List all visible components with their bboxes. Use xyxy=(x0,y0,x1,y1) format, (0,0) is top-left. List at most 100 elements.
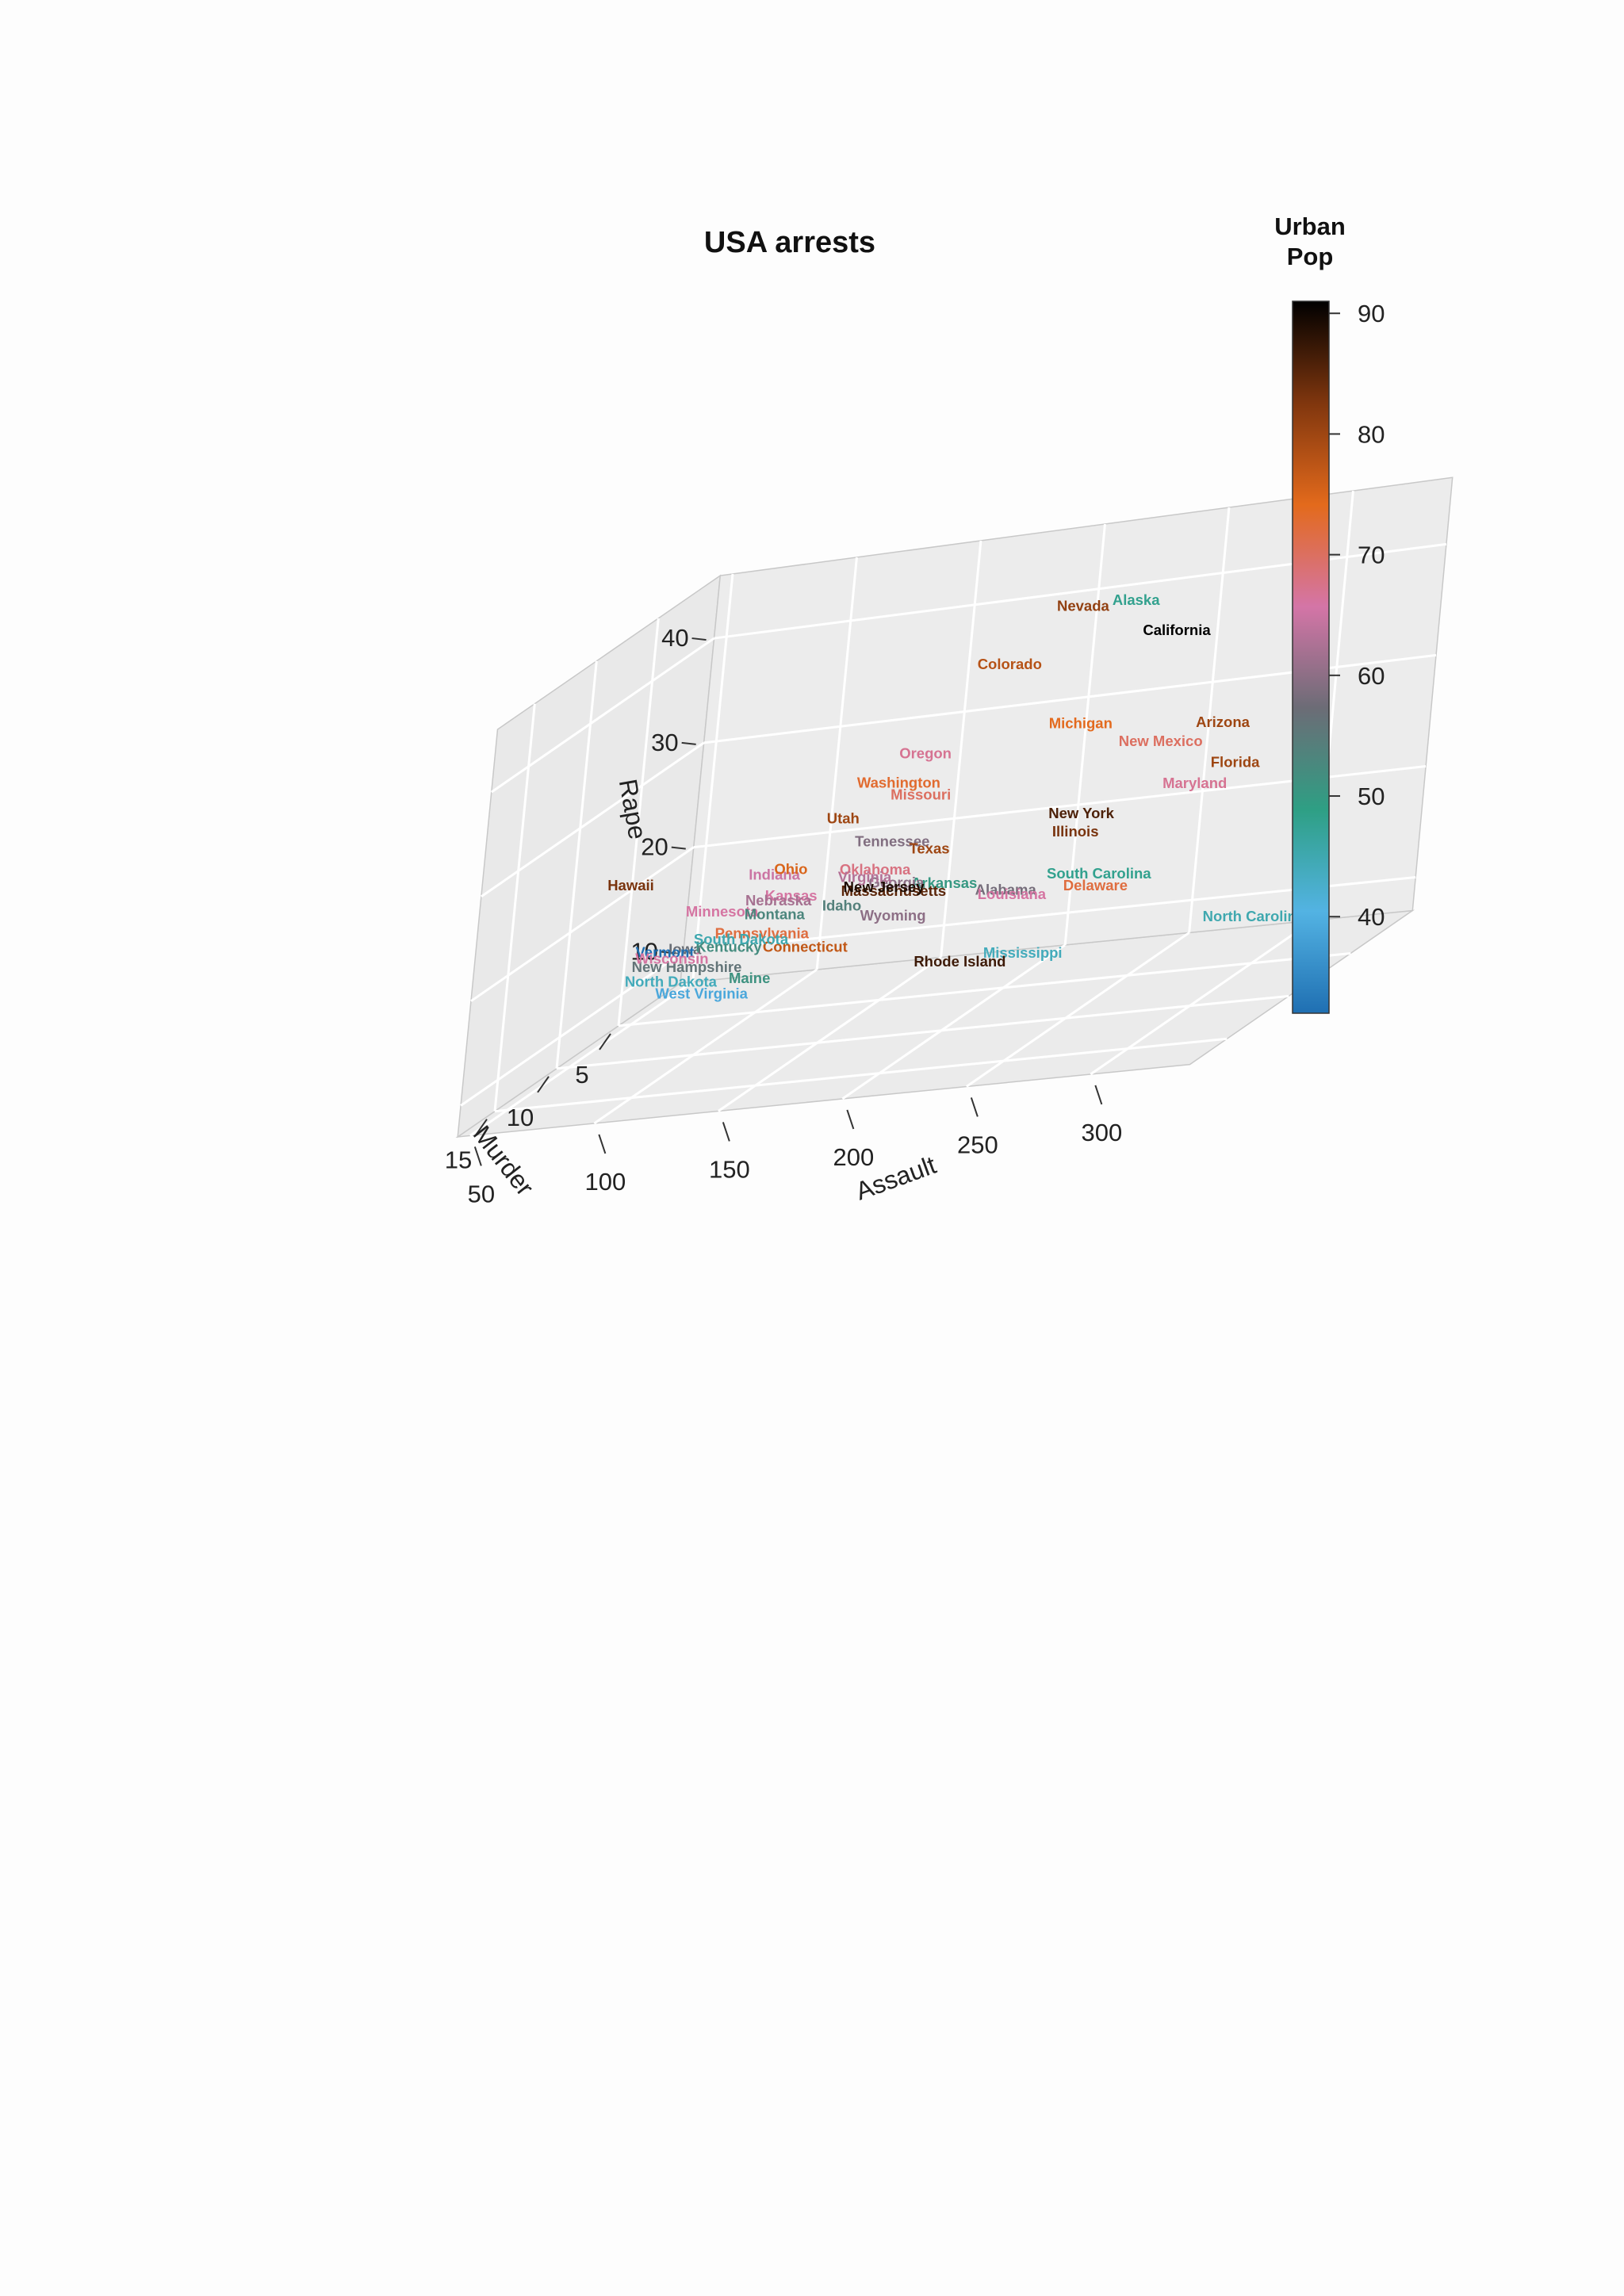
grid-line xyxy=(617,618,660,1027)
point-label-pennsylvania: Pennsylvania xyxy=(715,925,810,942)
point-label-alaska: Alaska xyxy=(1113,591,1160,608)
colorbar-title-line-1: Urban xyxy=(1274,212,1346,240)
tick-mark xyxy=(661,951,676,955)
point-label-nebraska: Nebraska xyxy=(745,892,812,909)
point-label-kentucky: Kentucky xyxy=(695,939,762,955)
x-tick-label: 300 xyxy=(1081,1119,1122,1146)
tick-mark xyxy=(681,741,696,745)
point-label-north-dakota: North Dakota xyxy=(625,974,718,990)
point-label-california: California xyxy=(1143,622,1211,638)
colorbar-tick-label: 70 xyxy=(1358,541,1385,569)
point-label-louisiana: Louisiana xyxy=(978,886,1047,902)
point-label-kansas: Kansas xyxy=(765,887,818,904)
point-label-mississippi: Mississippi xyxy=(983,944,1063,961)
y-tick-label: 10 xyxy=(507,1104,534,1131)
grid-line xyxy=(815,557,858,970)
z-tick-label: 40 xyxy=(661,624,688,652)
point-label-south-carolina: South Carolina xyxy=(1047,865,1151,882)
point-label-oklahoma: Oklahoma xyxy=(840,861,911,878)
colorbar-tick-label: 90 xyxy=(1358,300,1385,327)
colorbar-tick-label: 80 xyxy=(1358,420,1385,448)
colorbar-title-line-2: Pop xyxy=(1287,243,1334,270)
point-label-georgia: Georgia xyxy=(868,874,925,891)
point-label-wisconsin: Wisconsin xyxy=(635,950,708,966)
point-label-indiana: Indiana xyxy=(749,866,800,882)
grid-line xyxy=(470,846,695,1002)
x-tick-label: 200 xyxy=(833,1143,874,1171)
point-label-montana: Montana xyxy=(745,905,806,922)
point-label-west-virginia: West Virginia xyxy=(655,985,748,1002)
point-label-massachusetts: Massachusetts xyxy=(841,882,947,899)
grid-line xyxy=(1188,507,1231,933)
point-label-hawaii: Hawaii xyxy=(607,877,654,894)
colorbar-tick-label: 60 xyxy=(1358,662,1385,690)
point-label-oregon: Oregon xyxy=(899,744,952,761)
point-label-wyoming: Wyoming xyxy=(860,907,926,924)
point-label-utah: Utah xyxy=(827,809,860,826)
data-points: Alabama Alaska Arizona Arkansas California Co… xyxy=(607,591,1305,1002)
back-wall-panel xyxy=(680,476,1454,984)
point-label-arizona: Arizona xyxy=(1196,714,1251,730)
point-label-rhode-island: Rhode Island xyxy=(914,953,1005,970)
point-label-michigan: Michigan xyxy=(1049,715,1113,732)
point-label-maine: Maine xyxy=(729,970,770,986)
colorbar-gradient xyxy=(1292,300,1330,1014)
grid-line xyxy=(481,741,705,898)
point-label-illinois: Illinois xyxy=(1052,823,1099,840)
tick-mark xyxy=(1094,1085,1103,1105)
grid-line xyxy=(460,951,684,1107)
point-label-new-hampshire: New Hampshire xyxy=(632,959,742,975)
point-label-tennessee: Tennessee xyxy=(855,833,929,850)
point-label-delaware: Delaware xyxy=(1063,877,1128,894)
tick-mark xyxy=(846,1109,855,1130)
y-tick-label: 15 xyxy=(445,1146,472,1174)
point-label-iowa: Iowa xyxy=(668,941,702,958)
point-label-arkansas: Arkansas xyxy=(911,874,977,891)
grid-line xyxy=(490,637,715,794)
y-tick-label: 5 xyxy=(575,1061,588,1089)
point-label-missouri: Missouri xyxy=(891,786,951,803)
axis-ticks: 50 100 150 200 250 300 5 10 15 10 20 30 40 xyxy=(445,624,1122,1207)
z-tick-label: 20 xyxy=(641,833,668,861)
z-tick-label: 10 xyxy=(630,937,657,965)
point-label-texas: Texas xyxy=(909,840,949,857)
point-label-washington: Washington xyxy=(857,775,940,791)
point-label-alabama: Alabama xyxy=(975,881,1037,897)
x-tick-label: 100 xyxy=(584,1168,626,1196)
point-label-colorado: Colorado xyxy=(978,656,1042,672)
chart-title: USA arrests xyxy=(704,226,875,259)
plot-box-panels xyxy=(455,476,1454,1138)
point-label-nevada: Nevada xyxy=(1057,598,1110,614)
tick-mark xyxy=(473,1146,482,1166)
grid-line xyxy=(556,994,1289,1070)
point-label-north-carolina: North Carolina xyxy=(1203,908,1305,924)
tick-mark xyxy=(722,1122,730,1142)
x-tick-label: 50 xyxy=(468,1180,495,1207)
tick-mark xyxy=(671,846,686,850)
tick-mark xyxy=(970,1097,979,1117)
point-label-maryland: Maryland xyxy=(1162,775,1227,791)
point-label-minnesota: Minnesota xyxy=(686,903,759,920)
grid-line xyxy=(618,951,1351,1027)
x-tick-label: 150 xyxy=(709,1155,750,1183)
point-label-idaho: Idaho xyxy=(822,897,861,913)
x-tick-label: 250 xyxy=(957,1131,998,1158)
grid-line xyxy=(940,540,982,958)
colorbar-tick-label: 40 xyxy=(1358,903,1385,931)
grid-line xyxy=(691,573,734,982)
tick-mark xyxy=(598,1134,607,1154)
point-label-south-dakota: South Dakota xyxy=(694,931,789,947)
point-label-florida: Florida xyxy=(1211,754,1260,771)
point-label-vermont: Vermont xyxy=(635,943,694,960)
grid-line xyxy=(494,1037,1228,1113)
grid-line xyxy=(555,660,598,1069)
grid-line xyxy=(1063,523,1106,946)
tick-mark xyxy=(475,1119,488,1136)
grid-line xyxy=(493,703,536,1112)
tick-mark xyxy=(599,1033,611,1050)
point-label-virginia: Virginia xyxy=(838,868,892,885)
z-tick-label: 30 xyxy=(651,729,678,756)
colorbar-ticks: 40 50 60 70 80 90 xyxy=(1329,300,1385,931)
